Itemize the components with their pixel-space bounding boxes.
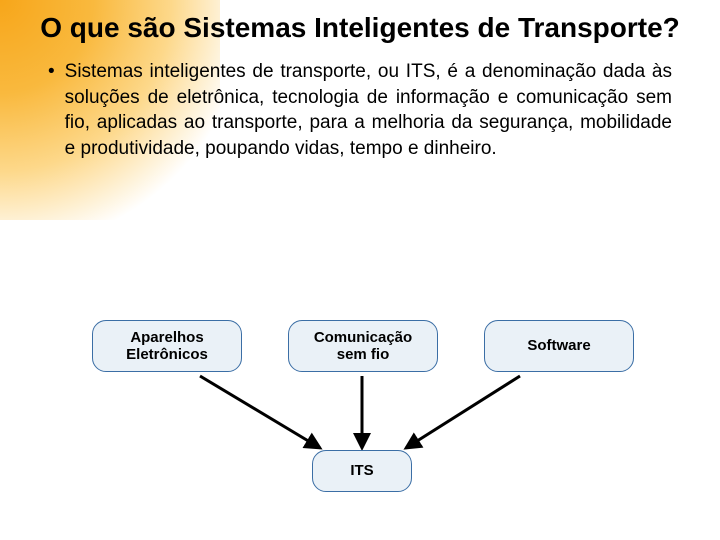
- node-label: Aparelhos Eletrônicos: [101, 329, 233, 364]
- node-aparelhos: Aparelhos Eletrônicos: [92, 320, 242, 372]
- edge-n1-n4: [200, 376, 320, 448]
- node-comunicacao: Comunicação sem fio: [288, 320, 438, 372]
- bullet-marker: •: [48, 59, 65, 85]
- bullet-block: • Sistemas inteligentes de transporte, o…: [0, 51, 720, 162]
- node-its: ITS: [312, 450, 412, 492]
- diagram-area: Aparelhos Eletrônicos Comunicação sem fi…: [0, 300, 720, 530]
- slide-content: O que são Sistemas Inteligentes de Trans…: [0, 0, 720, 540]
- page-title: O que são Sistemas Inteligentes de Trans…: [0, 0, 720, 51]
- bullet-item: • Sistemas inteligentes de transporte, o…: [48, 59, 672, 162]
- bullet-text: Sistemas inteligentes de transporte, ou …: [65, 59, 672, 162]
- node-label: Comunicação sem fio: [297, 329, 429, 364]
- node-label: Software: [527, 337, 590, 354]
- node-software: Software: [484, 320, 634, 372]
- node-label: ITS: [350, 462, 373, 479]
- edge-n3-n4: [406, 376, 520, 448]
